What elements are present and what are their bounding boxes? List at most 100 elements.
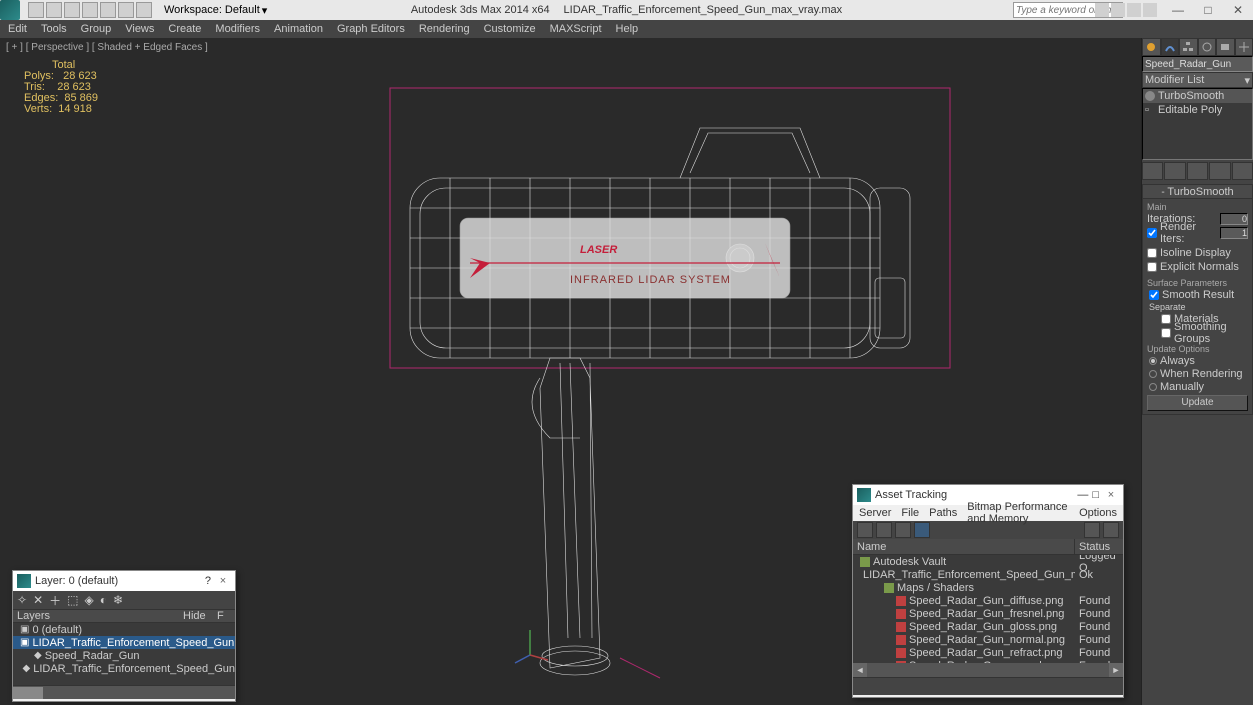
layer-row[interactable]: ▣ LIDAR_Traffic_Enforcement_Speed_Gun <box>13 636 235 649</box>
app-logo-icon[interactable] <box>0 0 20 20</box>
menu-views[interactable]: Views <box>125 23 154 35</box>
col-layers[interactable]: Layers <box>13 610 183 622</box>
render-iters-field[interactable]: Render Iters: <box>1147 226 1248 240</box>
workspace-selector[interactable]: Workspace: Default ▾ <box>164 4 267 17</box>
modifier-stack[interactable]: TurboSmooth ▫Editable Poly <box>1142 88 1253 160</box>
menu-group[interactable]: Group <box>81 23 112 35</box>
asset-row[interactable]: Autodesk VaultLogged O <box>853 555 1123 568</box>
rollout-header[interactable]: - TurboSmooth <box>1143 185 1252 199</box>
configure-sets-icon[interactable] <box>1232 162 1253 180</box>
layer-row[interactable]: ◆ Speed_Radar_Gun <box>13 649 235 662</box>
asset-row[interactable]: Speed_Radar_Gun_fresnel.pngFound <box>853 607 1123 620</box>
stack-turbosmooth[interactable]: TurboSmooth <box>1143 89 1252 103</box>
tab-modify-icon[interactable] <box>1161 38 1180 56</box>
hide-icon[interactable]: ◐ <box>100 593 107 607</box>
close-button[interactable]: ✕ <box>1223 0 1253 20</box>
tab-create-icon[interactable] <box>1142 38 1161 56</box>
col-hide[interactable]: Hide <box>183 610 217 622</box>
close-icon[interactable]: × <box>215 575 231 587</box>
update-manually-radio[interactable]: Manually <box>1149 380 1248 393</box>
minimize-icon[interactable]: — <box>1077 489 1088 501</box>
menu-paths[interactable]: Paths <box>929 507 957 519</box>
highlight-icon[interactable]: ◈ <box>84 593 93 607</box>
bulb-icon[interactable] <box>1145 91 1155 101</box>
close-icon[interactable]: × <box>1103 489 1119 501</box>
layer-row[interactable]: ◆ LIDAR_Traffic_Enforcement_Speed_Gun <box>13 662 235 675</box>
col-freeze[interactable]: F <box>217 610 233 622</box>
delete-layer-icon[interactable]: ✕ <box>33 593 43 607</box>
remove-modifier-icon[interactable] <box>1209 162 1230 180</box>
tab-utilities-icon[interactable] <box>1235 38 1253 56</box>
col-status[interactable]: Status <box>1075 539 1123 554</box>
qat-link-icon[interactable] <box>118 2 134 18</box>
sep-smoothing-check[interactable]: Smoothing Groups <box>1161 326 1248 340</box>
qat-redo-icon[interactable] <box>100 2 116 18</box>
menu-edit[interactable]: Edit <box>8 23 27 35</box>
render-iters-check[interactable] <box>1147 228 1157 238</box>
add-to-layer-icon[interactable]: ＋ <box>49 592 61 609</box>
update-rendering-radio[interactable]: When Rendering <box>1149 367 1248 380</box>
asset-row[interactable]: Speed_Radar_Gun_gloss.pngFound <box>853 620 1123 633</box>
menu-options[interactable]: Options <box>1079 507 1117 519</box>
settings-icon[interactable] <box>1103 522 1119 538</box>
menu-rendering[interactable]: Rendering <box>419 23 470 35</box>
qat-save-icon[interactable] <box>64 2 80 18</box>
refresh-icon[interactable] <box>857 522 873 538</box>
layer-manager-dialog[interactable]: Layer: 0 (default) ? × ✧ ✕ ＋ ⬚ ◈ ◐ ❄ Lay… <box>12 570 236 702</box>
menu-server[interactable]: Server <box>859 507 891 519</box>
list-icon[interactable] <box>895 522 911 538</box>
stack-editable-poly[interactable]: ▫Editable Poly <box>1143 103 1252 117</box>
tab-motion-icon[interactable] <box>1198 38 1217 56</box>
layer-scrollbar[interactable] <box>13 685 235 699</box>
scroll-track[interactable] <box>867 663 1109 677</box>
maximize-button[interactable]: □ <box>1193 0 1223 20</box>
asset-scrollbar[interactable]: ◄ ► <box>853 663 1123 677</box>
layer-tree[interactable]: ▣ 0 (default) ▣ LIDAR_Traffic_Enforcemen… <box>13 623 235 685</box>
asset-row[interactable]: Speed_Radar_Gun_refract.pngFound <box>853 646 1123 659</box>
tree-icon[interactable] <box>876 522 892 538</box>
layer-row[interactable]: ▣ 0 (default) <box>13 623 235 636</box>
help-icon[interactable]: ? <box>205 575 211 587</box>
tab-hierarchy-icon[interactable] <box>1179 38 1198 56</box>
menu-graph-editors[interactable]: Graph Editors <box>337 23 405 35</box>
asset-row[interactable]: Speed_Radar_Gun_normal.pngFound <box>853 633 1123 646</box>
asset-row[interactable]: Maps / Shaders <box>853 581 1123 594</box>
qat-undo-icon[interactable] <box>82 2 98 18</box>
menu-create[interactable]: Create <box>168 23 201 35</box>
scrollbar-thumb[interactable] <box>13 687 43 699</box>
search-icon[interactable] <box>1095 3 1109 17</box>
qat-open-icon[interactable] <box>46 2 62 18</box>
scroll-right-icon[interactable]: ► <box>1109 663 1123 677</box>
scroll-left-icon[interactable]: ◄ <box>853 663 867 677</box>
viewport-label[interactable]: [ + ] [ Perspective ] [ Shaded + Edged F… <box>6 42 208 53</box>
help-icon[interactable] <box>1143 3 1157 17</box>
new-layer-icon[interactable]: ✧ <box>17 593 27 607</box>
update-button[interactable]: Update <box>1147 395 1248 411</box>
isoline-check[interactable]: Isoline Display <box>1147 246 1248 260</box>
smooth-result-check[interactable]: Smooth Result <box>1149 288 1248 302</box>
menu-animation[interactable]: Animation <box>274 23 323 35</box>
exchange-icon[interactable] <box>1127 3 1141 17</box>
menu-help[interactable]: Help <box>616 23 639 35</box>
asset-list[interactable]: Autodesk VaultLogged OLIDAR_Traffic_Enfo… <box>853 555 1123 663</box>
qat-project-icon[interactable] <box>136 2 152 18</box>
menu-tools[interactable]: Tools <box>41 23 67 35</box>
tab-display-icon[interactable] <box>1216 38 1235 56</box>
asset-tracking-dialog[interactable]: Asset Tracking — □ × Server File Paths B… <box>852 484 1124 698</box>
update-always-radio[interactable]: Always <box>1149 354 1248 367</box>
maximize-icon[interactable]: □ <box>1092 489 1099 501</box>
make-unique-icon[interactable] <box>1187 162 1208 180</box>
menu-modifiers[interactable]: Modifiers <box>215 23 260 35</box>
explicit-normals-check[interactable]: Explicit Normals <box>1147 260 1248 274</box>
render-iters-input[interactable] <box>1220 227 1248 239</box>
menu-maxscript[interactable]: MAXScript <box>550 23 602 35</box>
pin-stack-icon[interactable] <box>1142 162 1163 180</box>
layer-dialog-titlebar[interactable]: Layer: 0 (default) ? × <box>13 571 235 591</box>
object-name-field[interactable] <box>1142 56 1253 72</box>
menu-customize[interactable]: Customize <box>484 23 536 35</box>
select-layer-icon[interactable]: ⬚ <box>67 593 78 607</box>
modifier-list-dropdown[interactable]: Modifier List▾ <box>1142 72 1253 88</box>
qat-new-icon[interactable] <box>28 2 44 18</box>
table-icon[interactable] <box>914 522 930 538</box>
iterations-input[interactable] <box>1220 213 1248 225</box>
